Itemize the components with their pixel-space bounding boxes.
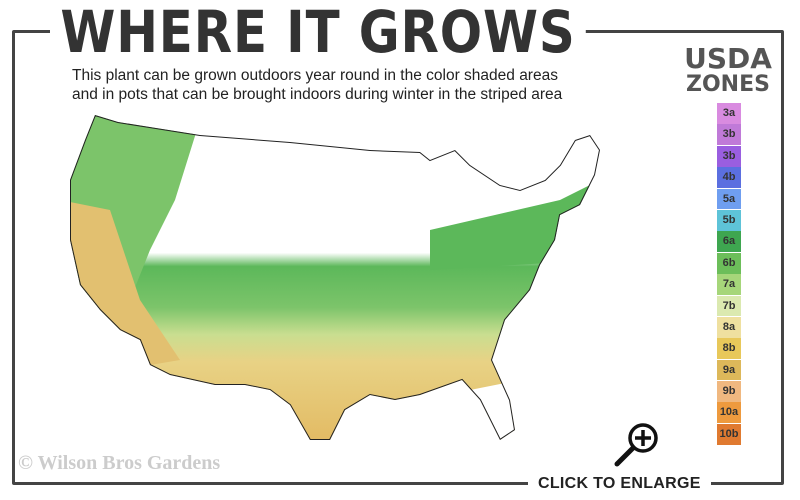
legend-zone-4b: 4b: [717, 167, 741, 188]
legend-zone-5a: 5a: [717, 188, 741, 210]
legend-zone-9b: 9b: [717, 381, 741, 402]
magnifier-plus-icon[interactable]: [605, 420, 665, 470]
subtitle-line: This plant can be grown outdoors year ro…: [72, 67, 558, 84]
legend-zone-3a: 3a: [717, 103, 741, 124]
legend-zone-5b: 5b: [717, 209, 741, 231]
legend-zone-8b: 8b: [717, 338, 741, 360]
legend-title: USDA ZONES: [676, 42, 780, 98]
page-title: WHERE IT GROWS: [50, 2, 587, 62]
subtitle: This plant can be grown outdoors year ro…: [72, 66, 562, 104]
legend-zone-8a: 8a: [717, 316, 741, 338]
legend-zone-10b: 10b: [717, 423, 741, 445]
legend-title-line: ZONES: [686, 72, 770, 97]
legend-zone-6b: 6b: [717, 252, 741, 274]
zone-legend: 3a 3b 3b 4b 5a 5b 6a 6b 7a 7b 8a 8b 9a 9b 10a 10b: [717, 103, 741, 445]
legend-zone-10a: 10a: [717, 402, 741, 424]
legend-zone-7a: 7a: [717, 274, 741, 295]
copyright-watermark: © Wilson Bros Gardens: [18, 452, 221, 474]
legend-title-line: USDA: [684, 42, 772, 75]
legend-zone-3b: 3b: [717, 145, 741, 167]
click-to-enlarge-button[interactable]: CLICK TO ENLARGE: [528, 475, 711, 493]
legend-zone-6a: 6a: [717, 231, 741, 253]
us-outline: [70, 115, 600, 440]
subtitle-line: and in pots that can be brought indoors …: [72, 86, 563, 103]
legend-zone-3b: 3b: [717, 124, 741, 146]
legend-zone-9a: 9a: [717, 359, 741, 381]
legend-zone-7b: 7b: [717, 295, 741, 317]
